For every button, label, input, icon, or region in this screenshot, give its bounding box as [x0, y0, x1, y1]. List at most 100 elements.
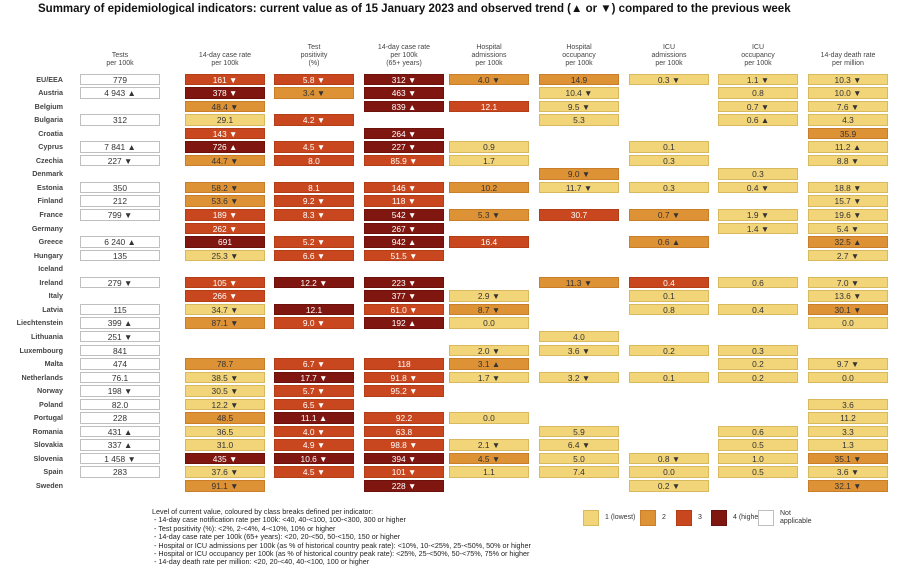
cell-hosp_adm: 3.1 ▲: [449, 358, 529, 370]
cell-case_rate_65: 227 ▼: [364, 141, 444, 153]
cell-icu_adm: 0.7 ▼: [629, 209, 709, 221]
cell-tests: 283: [80, 466, 160, 478]
column-header-hosp_adm: Hospital admissions per 100k: [471, 44, 507, 67]
cell-hosp_adm: 1.7 ▼: [449, 371, 529, 384]
cell-case_rate_65: 192 ▲: [364, 317, 444, 329]
cell-case_rate: 726 ▲: [185, 141, 265, 153]
cell-tests: 312: [80, 114, 160, 126]
cell-tests: 279 ▼: [80, 276, 160, 289]
cell-positivity: 4.5 ▼: [274, 466, 354, 478]
cell-positivity: 5.8 ▼: [274, 73, 354, 85]
cell-death_rate: 32.5 ▲: [808, 236, 888, 248]
cell-hosp_adm: 1.7: [449, 154, 529, 167]
cell-icu_adm: 0.3: [629, 154, 709, 167]
cell-tests: 82.0: [80, 398, 160, 411]
cell-tests: 228: [80, 412, 160, 424]
cell-tests: 227 ▼: [80, 154, 160, 167]
cell-hosp_adm: 0.9: [449, 141, 529, 153]
cell-case_rate_65: 223 ▼: [364, 276, 444, 289]
cell-hosp_adm: 2.9 ▼: [449, 290, 529, 302]
legend-swatch: [711, 510, 727, 526]
cell-hosp_adm: 5.3 ▼: [449, 209, 529, 221]
cell-death_rate: 10.3 ▼: [808, 73, 888, 85]
cell-hosp_occ: 5.9: [539, 425, 619, 438]
cell-case_rate_65: 92.2: [364, 412, 444, 424]
row-label: Iceland: [38, 264, 63, 274]
cell-case_rate: 105 ▼: [185, 276, 265, 289]
column-header-icu_adm: ICU admissions per 100k: [651, 44, 687, 67]
cell-positivity: 4.0 ▼: [274, 425, 354, 438]
cell-positivity: 12.2 ▼: [274, 276, 354, 289]
row-label: Spain: [43, 467, 63, 477]
cell-case_rate_65: 542 ▼: [364, 209, 444, 221]
row-label: Italy: [48, 291, 63, 301]
cell-hosp_occ: 11.7 ▼: [539, 181, 619, 194]
cell-case_rate: 87.1 ▼: [185, 317, 265, 329]
cell-hosp_adm: 10.2: [449, 181, 529, 194]
row-label: Germany: [31, 223, 63, 233]
cell-death_rate: 10.0 ▼: [808, 87, 888, 99]
cell-case_rate: 58.2 ▼: [185, 181, 265, 194]
cell-case_rate_65: 101 ▼: [364, 466, 444, 478]
cell-tests: 399 ▲: [80, 317, 160, 329]
cell-icu_occ: 0.4 ▼: [718, 181, 798, 194]
cell-positivity: 10.6 ▼: [274, 452, 354, 465]
cell-positivity: 9.0 ▼: [274, 317, 354, 329]
cell-case_rate_65: 118 ▼: [364, 195, 444, 207]
row-label: Bulgaria: [34, 115, 63, 125]
cell-case_rate_65: 95.2 ▼: [364, 385, 444, 397]
cell-death_rate: 9.7 ▼: [808, 358, 888, 370]
cell-positivity: 5.7 ▼: [274, 385, 354, 397]
cell-death_rate: 2.7 ▼: [808, 249, 888, 262]
cell-icu_occ: 0.2: [718, 358, 798, 370]
cell-death_rate: 3.6 ▼: [808, 466, 888, 478]
cell-icu_occ: 0.3: [718, 168, 798, 180]
cell-case_rate_65: 377 ▼: [364, 290, 444, 302]
row-label: Netherlands: [21, 372, 63, 382]
cell-icu_occ: 0.6 ▲: [718, 114, 798, 126]
cell-icu_occ: 0.3: [718, 344, 798, 356]
cell-icu_adm: 0.8: [629, 303, 709, 316]
cell-case_rate_65: 146 ▼: [364, 181, 444, 194]
cell-hosp_occ: 7.4: [539, 466, 619, 478]
cell-tests: 799 ▼: [80, 209, 160, 221]
cell-hosp_occ: 14.9: [539, 73, 619, 85]
column-header-tests: Tests per 100k: [106, 52, 134, 67]
cell-icu_adm: 0.0: [629, 466, 709, 478]
legend-item: 4 (highest): [711, 509, 766, 527]
legend-item: Not applicable: [758, 509, 812, 527]
cell-icu_occ: 1.9 ▼: [718, 209, 798, 221]
cell-icu_occ: 0.4: [718, 303, 798, 316]
cell-case_rate_65: 839 ▲: [364, 100, 444, 113]
cell-hosp_occ: 5.3: [539, 114, 619, 126]
row-label: Belgium: [34, 101, 63, 111]
cell-death_rate: 0.0: [808, 371, 888, 384]
row-label: EU/EEA: [36, 74, 63, 84]
cell-hosp_occ: 10.4 ▼: [539, 87, 619, 99]
cell-icu_adm: 0.2 ▼: [629, 480, 709, 492]
cell-hosp_adm: 0.0: [449, 317, 529, 329]
cell-hosp_occ: 30.7: [539, 209, 619, 221]
cell-icu_occ: 0.5: [718, 439, 798, 451]
legend-description: Level of current value, coloured by clas…: [152, 507, 531, 567]
column-header-positivity: Test positivity (%): [300, 44, 328, 67]
row-label: Portugal: [33, 413, 63, 423]
cell-positivity: 6.5 ▼: [274, 398, 354, 411]
cell-tests: 474: [80, 358, 160, 370]
cell-death_rate: 8.8 ▼: [808, 154, 888, 167]
cell-tests: 76.1: [80, 371, 160, 384]
cell-case_rate: 378 ▼: [185, 87, 265, 99]
legend-label: 2: [662, 514, 666, 521]
cell-case_rate_65: 394 ▼: [364, 452, 444, 465]
cell-hosp_occ: 9.0 ▼: [539, 168, 619, 180]
legend-label: 4 (highest): [733, 514, 767, 521]
row-label: Luxembourg: [19, 345, 63, 355]
cell-case_rate: 161 ▼: [185, 73, 265, 85]
cell-case_rate_65: 98.8 ▼: [364, 439, 444, 451]
legend-swatch: [758, 510, 774, 526]
column-header-death_rate: 14-day death rate per million: [820, 52, 876, 67]
cell-tests: 1 458 ▼: [80, 452, 160, 465]
cell-case_rate_65: 85.9 ▼: [364, 154, 444, 167]
cell-tests: 6 240 ▲: [80, 236, 160, 248]
row-label: France: [39, 210, 63, 219]
